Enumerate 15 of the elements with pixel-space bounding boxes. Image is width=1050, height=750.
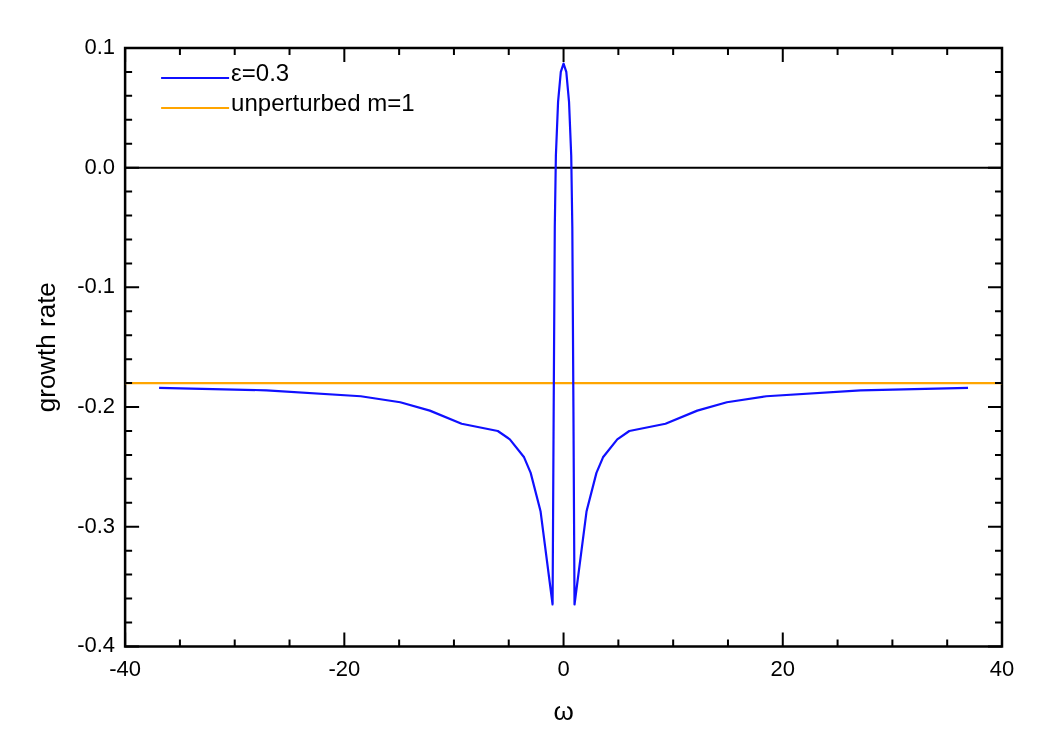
y-axis-title: growth rate: [30, 282, 61, 413]
legend-label: ε=0.3: [231, 58, 290, 86]
x-tick-label: -20: [328, 655, 361, 681]
y-tick-label: -0.4: [77, 632, 116, 658]
y-tick-label: 0.0: [84, 153, 116, 179]
legend-label: unperturbed m=1: [231, 88, 415, 116]
y-tick-label: -0.3: [77, 512, 116, 538]
x-tick-label: 20: [770, 655, 796, 681]
y-tick-label: -0.1: [77, 273, 116, 299]
y-tick-label: 0.1: [84, 34, 116, 60]
x-axis-title: ω: [553, 695, 574, 726]
x-tick-label: 40: [989, 655, 1015, 681]
x-tick-label: 0: [557, 655, 570, 681]
y-tick-label: -0.2: [77, 393, 116, 419]
x-tick-label: -40: [109, 655, 142, 681]
